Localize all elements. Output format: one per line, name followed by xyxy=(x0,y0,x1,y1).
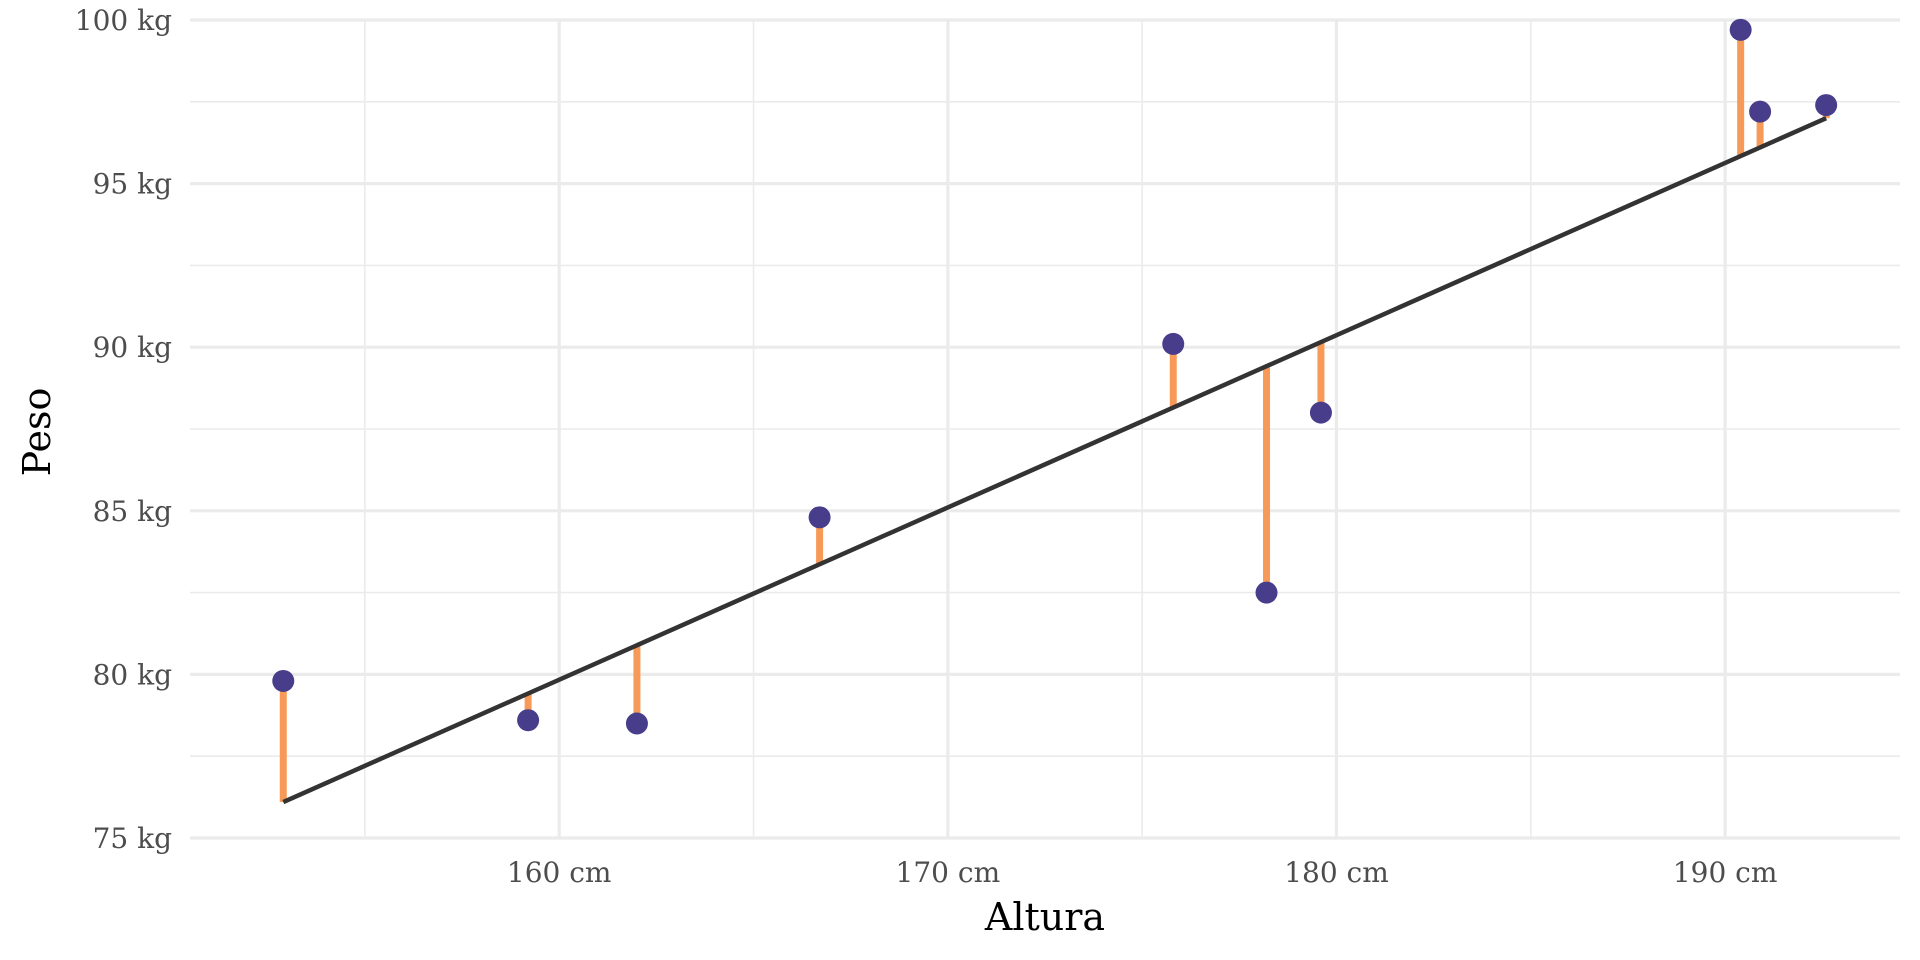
regression-line-group xyxy=(282,116,1828,805)
y-tick-labels: 75 kg 80 kg 85 kg 90 kg 95 kg 100 kg xyxy=(75,4,172,855)
data-point xyxy=(1729,18,1752,41)
data-point xyxy=(517,709,540,732)
data-point xyxy=(1162,332,1185,355)
data-point xyxy=(272,669,295,692)
grid xyxy=(190,18,1900,840)
residual-lines xyxy=(279,29,1830,803)
data-point xyxy=(808,506,831,529)
x-tick-label: 160 cm xyxy=(507,856,612,889)
y-axis-title: Peso xyxy=(15,388,59,477)
x-tick-labels: 160 cm 170 cm 180 cm 190 cm xyxy=(507,856,1777,889)
x-tick-label: 170 cm xyxy=(896,856,1001,889)
data-point xyxy=(1255,581,1278,604)
data-point xyxy=(1309,401,1332,424)
y-tick-label: 100 kg xyxy=(75,4,172,37)
data-points xyxy=(272,18,1838,735)
y-tick-label: 95 kg xyxy=(93,168,172,201)
x-axis-title: Altura xyxy=(984,895,1105,939)
data-point xyxy=(1749,100,1772,123)
regression-line xyxy=(282,116,1828,805)
data-point xyxy=(625,712,648,735)
y-tick-label: 80 kg xyxy=(93,658,172,691)
y-tick-label: 90 kg xyxy=(93,331,172,364)
data-point xyxy=(1815,94,1838,117)
x-tick-label: 190 cm xyxy=(1673,856,1778,889)
x-tick-label: 180 cm xyxy=(1284,856,1389,889)
y-tick-label: 75 kg xyxy=(93,822,172,855)
y-tick-label: 85 kg xyxy=(93,495,172,528)
